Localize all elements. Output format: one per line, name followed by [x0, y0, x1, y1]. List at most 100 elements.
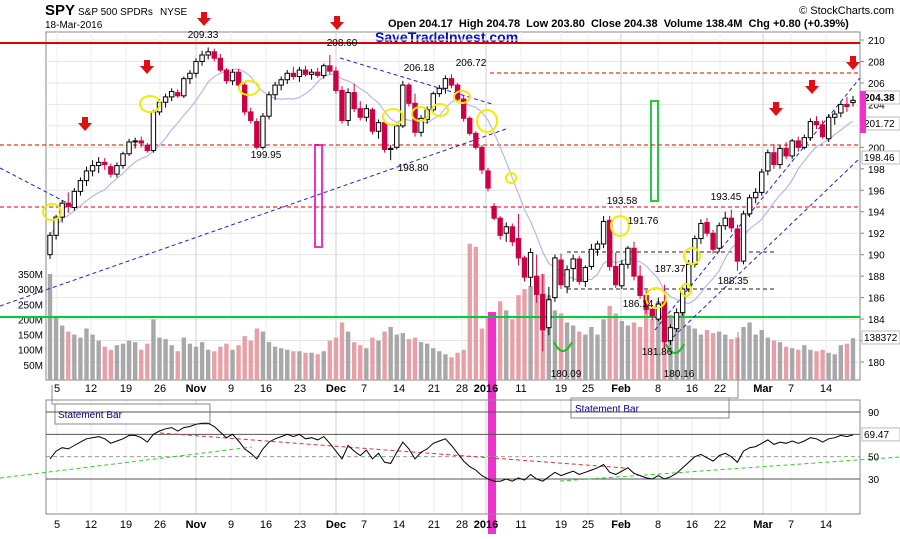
- candle-body: [649, 308, 655, 317]
- candle-body: [369, 109, 376, 132]
- volume-bar: [497, 301, 503, 380]
- x-axis-label-bottom: 14: [820, 519, 832, 531]
- x-axis-labels: 5 12 19 26 Nov 9 16 23 Dec 7 14 21 28 2016 11 19 25 Feb 8 1…: [54, 383, 832, 395]
- price-value-label: 206.72: [456, 58, 487, 69]
- price-tick-label: 186: [868, 294, 885, 305]
- x-axis-label-bottom: 14: [393, 519, 405, 531]
- volume-bar: [66, 331, 71, 380]
- volume-bar: [187, 343, 193, 380]
- volume-bar: [838, 345, 844, 380]
- volume-bar: [759, 330, 764, 380]
- candle-body: [600, 220, 607, 245]
- volume-bar: [218, 346, 223, 380]
- channel-upper: [654, 77, 861, 331]
- quote-line: Open 204.17 High 204.78 Low 203.80 Close…: [388, 18, 849, 30]
- volume-bar: [516, 295, 521, 380]
- volume-bar: [613, 313, 618, 380]
- volume-bar: [820, 349, 825, 380]
- candle-body: [576, 258, 582, 282]
- candle-body: [175, 92, 181, 97]
- rsi-grid: [0, 411, 900, 482]
- candle-body: [716, 225, 722, 249]
- candle-body: [65, 202, 71, 207]
- volume-bar: [443, 354, 448, 380]
- candle-body: [558, 259, 564, 286]
- price-value-label: 191.76: [628, 216, 659, 227]
- volume-bar: [285, 349, 290, 380]
- candle-body: [752, 191, 759, 199]
- x-axis-label-bottom: 22: [714, 519, 726, 531]
- candle-body: [89, 165, 96, 172]
- price-value-label: 193.58: [607, 196, 638, 207]
- candle-body: [95, 161, 102, 167]
- candle-body: [819, 124, 826, 138]
- candle-body: [552, 257, 558, 299]
- candle-body: [272, 84, 278, 96]
- volume-bar: [729, 339, 734, 380]
- volume-bar: [631, 322, 637, 380]
- x-axis-label: 16: [686, 383, 698, 395]
- magenta-box-dec: [314, 144, 323, 248]
- candle-body: [515, 238, 522, 259]
- volume-tick-label: 350M: [18, 270, 43, 281]
- volume-tick-label: 300M: [18, 285, 43, 296]
- volume-bar: [53, 316, 59, 380]
- price-value-label: 180.16: [664, 369, 695, 380]
- candle-body: [53, 216, 59, 236]
- volume-bar: [236, 345, 241, 380]
- candle-body: [181, 78, 187, 97]
- volume-bar: [449, 357, 454, 380]
- rsi-support-line-left: [0, 446, 253, 479]
- price-tick-label: 196: [868, 186, 885, 197]
- volume-bar: [796, 349, 801, 380]
- volume-bar: [163, 339, 168, 380]
- candle-body: [637, 275, 643, 296]
- x-axis-label: 25: [582, 383, 594, 395]
- price-axis: 1801821841861881901921941961982002022042…: [860, 36, 900, 369]
- candle-body: [302, 69, 309, 75]
- candle-body: [606, 219, 613, 267]
- candle-body: [825, 116, 832, 140]
- red-down-arrow: [140, 60, 154, 74]
- candle-body: [613, 265, 619, 286]
- x-axis-label-bottom: 8: [655, 519, 661, 531]
- volume-bar: [139, 349, 144, 380]
- price-value-label: 193.45: [711, 192, 742, 203]
- candle-body: [771, 152, 777, 166]
- trendline-long-support: [0, 128, 507, 307]
- price-value-label: 206.18: [404, 63, 435, 74]
- volume-bar: [181, 337, 187, 380]
- volume-bar: [358, 345, 363, 380]
- yellow-callout-ellipse: [411, 106, 429, 122]
- candle-body: [205, 51, 211, 56]
- horizontal-levels: [0, 42, 860, 318]
- volume-bar: [747, 322, 752, 380]
- candle-body: [406, 84, 412, 104]
- volume-bar: [333, 337, 339, 380]
- candle-body: [460, 98, 467, 119]
- candle-body: [527, 252, 534, 278]
- candle-body: [631, 247, 637, 277]
- candle-body: [321, 65, 327, 76]
- green-smile-callout: [665, 343, 685, 354]
- yellow-callout-ellipse: [680, 283, 692, 297]
- candle-body: [333, 70, 339, 91]
- candle-body: [479, 146, 485, 171]
- yellow-callout-ellipse: [238, 80, 260, 96]
- candle-body: [102, 161, 108, 166]
- volume-bar: [461, 349, 466, 380]
- candle-body: [229, 71, 236, 82]
- volume-bar: [230, 349, 235, 380]
- volume-bar: [72, 334, 77, 380]
- volume-bar: [297, 351, 302, 380]
- yellow-callout-ellipse: [683, 247, 701, 265]
- volume-bar: [157, 337, 162, 380]
- candle-body: [418, 117, 424, 133]
- x-axis-label-bottom: 21: [428, 519, 440, 531]
- candle-body: [77, 180, 84, 192]
- candle-body: [783, 147, 789, 157]
- candle-body: [290, 72, 297, 77]
- candle-body: [400, 84, 406, 127]
- volume-bar: [412, 337, 418, 380]
- price-value-label: 180.09: [551, 369, 582, 380]
